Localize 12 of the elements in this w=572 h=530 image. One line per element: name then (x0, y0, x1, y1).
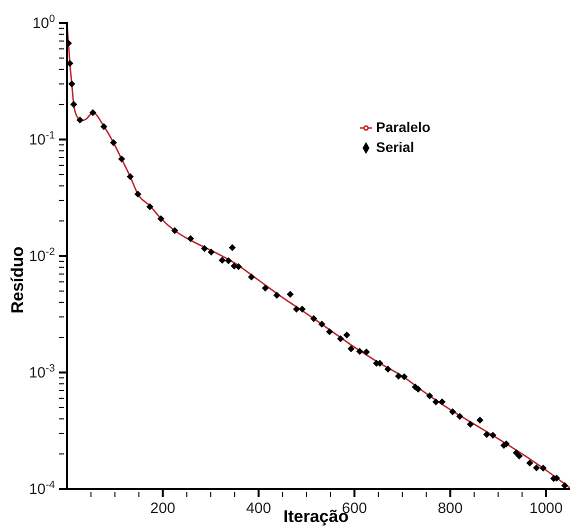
y-tick-label: 10$^{-2}$ (28, 246, 56, 265)
y-tick-label: 10$^{-1}$ (28, 130, 56, 148)
y-tick-label: 10$^{-3}$ (28, 362, 56, 382)
x-tick-label: 400 (246, 500, 272, 517)
y-axis-title: Resíduo (8, 246, 28, 314)
x-tick-label: 800 (438, 500, 463, 517)
y-tick-label: 10$^{0}$ (32, 13, 56, 32)
x-tick-label: 200 (150, 500, 176, 517)
y-tick-label: 10$^{-4}$ (28, 479, 56, 498)
legend-label: Paralelo (376, 119, 430, 135)
x-tick-label: 1000 (529, 500, 563, 517)
legend-label: Serial (376, 139, 414, 155)
